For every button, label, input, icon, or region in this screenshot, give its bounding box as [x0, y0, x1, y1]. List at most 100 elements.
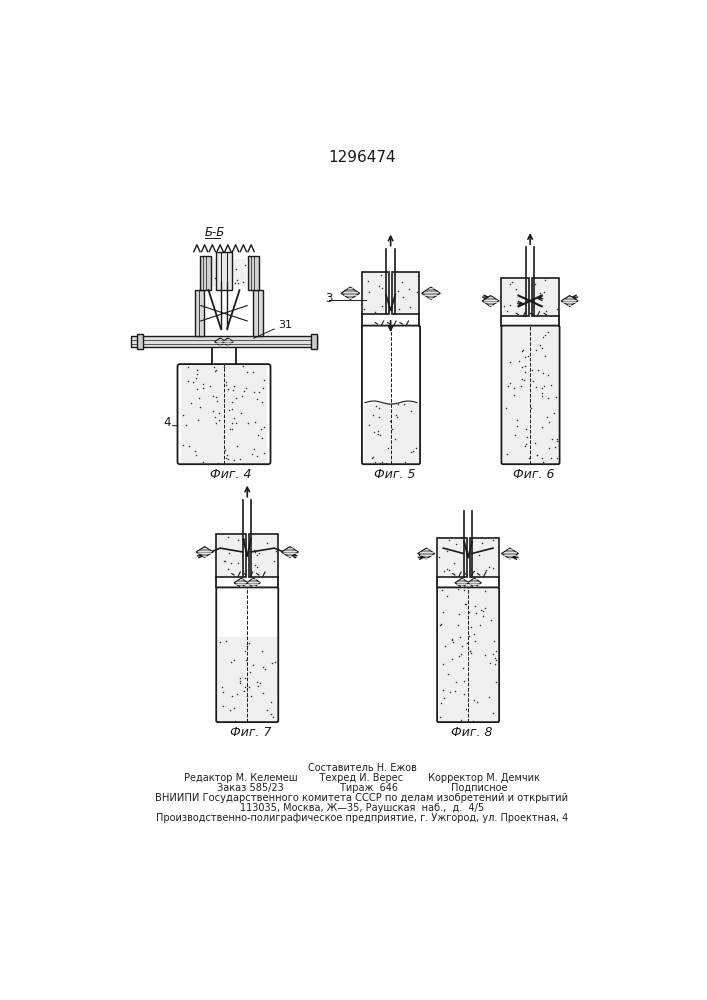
Polygon shape: [234, 578, 248, 587]
Point: [442, 543, 453, 559]
Point: [526, 400, 537, 416]
Point: [226, 253, 237, 269]
Point: [187, 374, 199, 390]
Point: [193, 390, 204, 406]
Point: [238, 531, 250, 547]
Point: [231, 438, 243, 454]
Point: [469, 626, 480, 642]
Point: [251, 547, 262, 563]
Point: [537, 388, 548, 404]
Point: [370, 304, 381, 320]
Point: [185, 395, 197, 411]
Point: [262, 535, 273, 551]
Bar: [137, 334, 144, 349]
Bar: [363, 272, 388, 313]
Point: [256, 643, 267, 659]
Point: [543, 440, 554, 456]
Text: Фиг. 8: Фиг. 8: [451, 726, 493, 739]
Point: [390, 431, 401, 447]
Point: [520, 436, 532, 452]
Point: [222, 447, 233, 463]
Point: [241, 688, 252, 704]
Point: [211, 393, 223, 409]
Point: [392, 283, 403, 299]
Point: [227, 382, 238, 398]
Bar: [201, 259, 247, 286]
Point: [512, 418, 523, 434]
Point: [243, 635, 255, 651]
Point: [537, 385, 548, 401]
Point: [251, 674, 262, 690]
Point: [433, 549, 445, 565]
Point: [240, 380, 252, 396]
Point: [542, 367, 554, 383]
Point: [240, 643, 251, 659]
Point: [211, 415, 222, 431]
Polygon shape: [215, 338, 226, 346]
Point: [489, 656, 501, 672]
Point: [233, 275, 244, 291]
Point: [537, 380, 548, 396]
Bar: [470, 539, 498, 576]
Point: [370, 398, 382, 414]
Point: [234, 451, 245, 467]
Point: [237, 274, 248, 290]
Point: [464, 604, 475, 620]
Point: [529, 435, 540, 451]
Point: [258, 372, 269, 388]
Point: [373, 423, 384, 439]
Point: [411, 284, 423, 300]
Point: [192, 381, 203, 397]
Point: [531, 447, 542, 463]
Point: [469, 598, 481, 614]
Polygon shape: [247, 578, 260, 587]
Point: [501, 400, 512, 416]
Point: [550, 389, 561, 405]
Point: [198, 257, 209, 273]
Point: [434, 709, 445, 725]
Point: [250, 557, 261, 573]
Polygon shape: [421, 287, 440, 299]
Point: [252, 559, 263, 575]
Point: [490, 650, 501, 666]
Point: [551, 431, 562, 447]
Polygon shape: [418, 548, 435, 559]
Point: [438, 656, 449, 672]
Text: Редактор М. Келемеш       Техред И. Верес        Корректор М. Демчик: Редактор М. Келемеш Техред И. Верес Корр…: [184, 773, 540, 783]
Point: [551, 301, 563, 317]
Point: [183, 359, 194, 375]
Point: [363, 284, 375, 300]
Point: [464, 643, 476, 659]
Bar: [194, 290, 204, 336]
Point: [450, 674, 462, 690]
Point: [542, 390, 554, 406]
Point: [447, 631, 458, 647]
Text: ВНИИПИ Государственного комитета СССР по делам изобретений и открытий: ВНИИПИ Государственного комитета СССР по…: [156, 793, 568, 803]
Point: [235, 405, 246, 421]
Point: [406, 403, 417, 419]
Point: [517, 342, 528, 358]
Point: [491, 652, 502, 668]
Point: [447, 634, 458, 650]
Point: [229, 452, 240, 468]
Point: [408, 443, 419, 459]
Point: [269, 553, 280, 569]
Text: Фиг. 5: Фиг. 5: [373, 468, 415, 481]
Point: [523, 450, 534, 466]
Point: [520, 364, 531, 380]
Bar: [250, 535, 277, 576]
Point: [466, 561, 477, 577]
Point: [391, 407, 402, 423]
Text: 31: 31: [279, 320, 292, 330]
Point: [240, 652, 252, 668]
Point: [225, 702, 236, 718]
Bar: [438, 539, 466, 576]
Point: [505, 375, 516, 391]
Point: [249, 542, 260, 558]
Point: [532, 447, 543, 463]
Point: [536, 450, 547, 466]
Point: [530, 342, 542, 358]
Point: [470, 605, 481, 621]
Point: [246, 688, 257, 704]
Point: [219, 553, 230, 569]
